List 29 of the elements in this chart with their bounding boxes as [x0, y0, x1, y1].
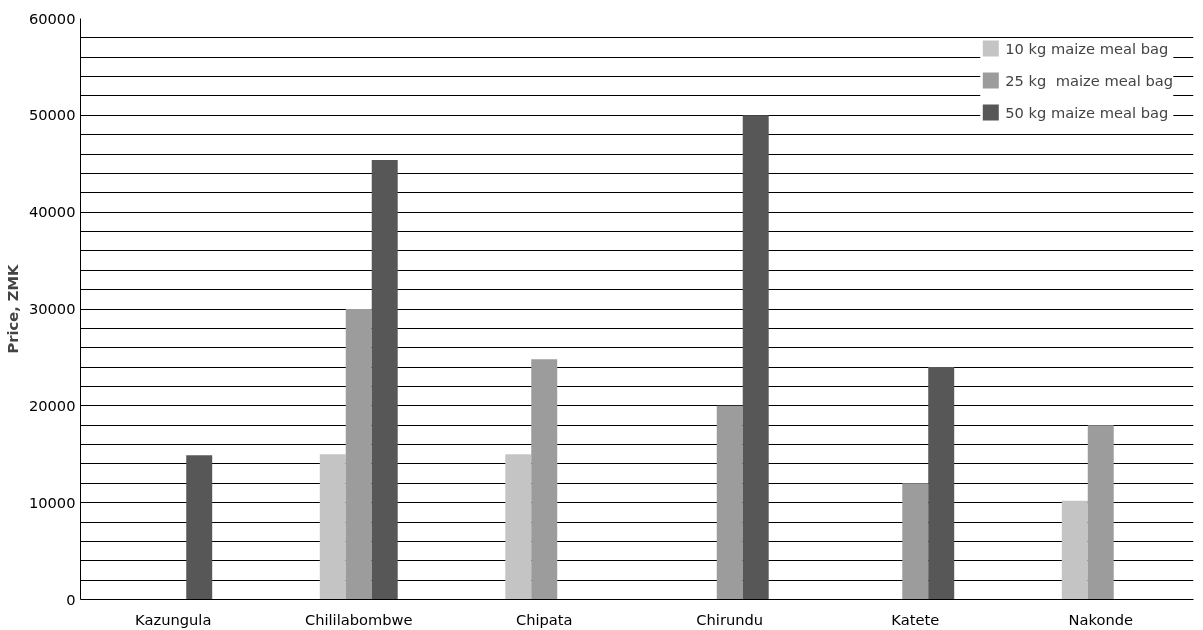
legend-label: 10 kg maize meal bag	[1005, 39, 1169, 57]
bar	[319, 454, 346, 600]
x-tick-label: Katete	[891, 610, 940, 628]
y-tick-label: 0	[66, 590, 76, 608]
bar	[345, 309, 372, 600]
x-tick-label: Chililabombwe	[304, 610, 413, 628]
y-tick-label: 40000	[28, 203, 76, 221]
y-tick-label: 30000	[28, 300, 76, 317]
bar	[742, 115, 769, 600]
y-tick-label: 10000	[28, 493, 76, 511]
y-tick-label: 20000	[28, 396, 76, 414]
bar	[1087, 425, 1114, 600]
bar	[505, 454, 532, 600]
bar	[1061, 500, 1088, 600]
y-tick-label: 60000	[28, 9, 76, 27]
legend-label: 50 kg maize meal bag	[1005, 103, 1169, 121]
bar	[902, 483, 929, 600]
x-tick-label: Chipata	[515, 610, 573, 628]
x-tick-label: Kazungula	[135, 610, 212, 628]
legend-label: 25 kg maize meal bag	[1005, 71, 1173, 89]
x-tick-label: Chirundu	[696, 610, 764, 628]
bar	[928, 367, 955, 600]
bar	[186, 455, 213, 600]
bar	[716, 405, 743, 600]
bar	[531, 359, 558, 600]
y-axis-title: Price, ZMK	[3, 263, 21, 354]
x-tick-label: Nakonde	[1068, 610, 1134, 628]
y-tick-label: 50000	[28, 106, 76, 124]
bar	[371, 159, 398, 600]
